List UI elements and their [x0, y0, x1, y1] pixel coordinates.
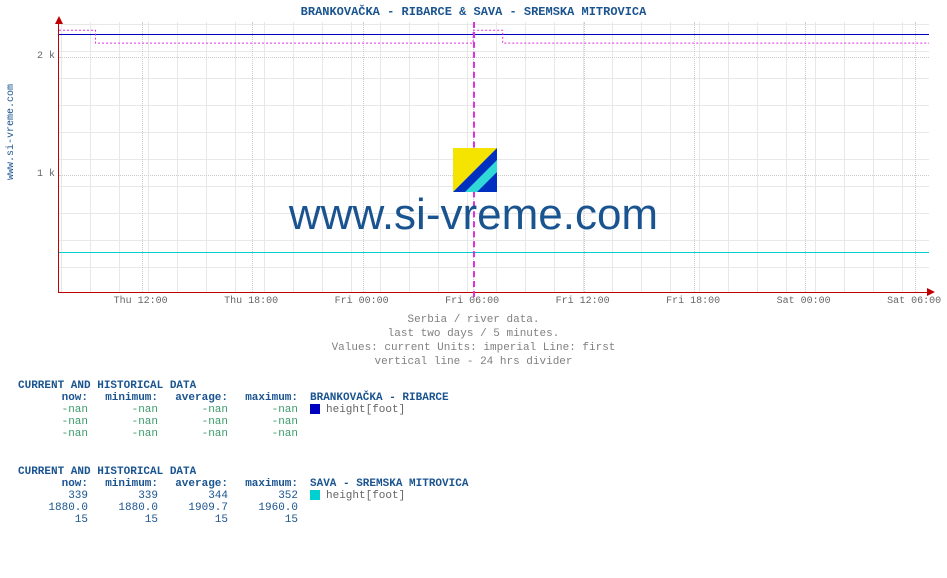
col-header: now:: [18, 478, 88, 490]
subtitle-line: vertical line - 24 hrs divider: [0, 355, 947, 369]
table-cell: 1960.0: [228, 502, 298, 514]
col-header: average:: [158, 392, 228, 404]
table-cell: 339: [18, 490, 88, 502]
table-cell: -nan: [18, 404, 88, 416]
table-row: 339339344352height[foot]: [18, 490, 468, 502]
legend-swatch-icon: [310, 404, 320, 414]
series-name: SAVA - SREMSKA MITROVICA: [310, 478, 468, 490]
table-cell: -nan: [18, 428, 88, 440]
x-tick-label: Fri 18:00: [666, 296, 720, 307]
y-axis-label: www.si-vreme.com: [6, 84, 17, 180]
subtitle-line: Values: current Units: imperial Line: fi…: [0, 341, 947, 355]
col-header: maximum:: [228, 478, 298, 490]
table-cell: -nan: [228, 428, 298, 440]
table-cell: 1909.7: [158, 502, 228, 514]
col-header: average:: [158, 478, 228, 490]
x-tick-label: Sat 06:00: [887, 296, 941, 307]
table-cell: 352: [228, 490, 298, 502]
x-tick-label: Thu 18:00: [224, 296, 278, 307]
table-row: 1880.01880.01909.71960.0: [18, 502, 468, 514]
data-table: CURRENT AND HISTORICAL DATAnow:minimum:a…: [18, 380, 449, 440]
table-cell: 339: [88, 490, 158, 502]
table-header-row: now:minimum:average:maximum: BRANKOVAČKA …: [18, 392, 449, 404]
table-cell: 1880.0: [18, 502, 88, 514]
table-cell: -nan: [88, 416, 158, 428]
table-title: CURRENT AND HISTORICAL DATA: [18, 380, 449, 392]
x-tick-label: Sat 00:00: [777, 296, 831, 307]
table-cell: 15: [18, 514, 88, 526]
legend-swatch-icon: [310, 490, 320, 500]
col-header: now:: [18, 392, 88, 404]
table-cell: 15: [88, 514, 158, 526]
table-header-row: now:minimum:average:maximum: SAVA - SREMS…: [18, 478, 468, 490]
series-name: BRANKOVAČKA - RIBARCE: [310, 392, 449, 404]
x-tick-label: Fri 00:00: [335, 296, 389, 307]
x-tick-label: Fri 12:00: [556, 296, 610, 307]
table-cell: -nan: [158, 416, 228, 428]
table-cell: 1880.0: [88, 502, 158, 514]
legend-label: height[foot]: [326, 404, 405, 416]
table-cell: -nan: [18, 416, 88, 428]
chart-title: BRANKOVAČKA - RIBARCE & SAVA - SREMSKA M…: [0, 5, 947, 19]
col-header: maximum:: [228, 392, 298, 404]
x-tick-label: Fri 06:00: [445, 296, 499, 307]
table-row: 15151515: [18, 514, 468, 526]
table-cell: -nan: [228, 416, 298, 428]
legend-label: height[foot]: [326, 490, 405, 502]
y-tick-label: 2 k: [5, 51, 55, 62]
col-header: minimum:: [88, 478, 158, 490]
watermark-logo-icon: [453, 148, 497, 192]
data-table: CURRENT AND HISTORICAL DATAnow:minimum:a…: [18, 466, 468, 526]
table-cell: -nan: [88, 428, 158, 440]
table-cell: -nan: [88, 404, 158, 416]
table-row: -nan-nan-nan-nan: [18, 416, 449, 428]
table-cell: -nan: [158, 428, 228, 440]
table-title: CURRENT AND HISTORICAL DATA: [18, 466, 468, 478]
table-cell: 344: [158, 490, 228, 502]
table-row: -nan-nan-nan-nan: [18, 428, 449, 440]
x-tick-label: Thu 12:00: [114, 296, 168, 307]
subtitle-line: Serbia / river data.: [0, 313, 947, 327]
table-cell: 15: [228, 514, 298, 526]
table-cell: -nan: [228, 404, 298, 416]
table-cell: -nan: [158, 404, 228, 416]
y-tick-label: 1 k: [5, 169, 55, 180]
table-cell: 15: [158, 514, 228, 526]
table-row: -nan-nan-nan-nanheight[foot]: [18, 404, 449, 416]
subtitle-line: last two days / 5 minutes.: [0, 327, 947, 341]
chart-subtitle: Serbia / river data. last two days / 5 m…: [0, 313, 947, 369]
col-header: minimum:: [88, 392, 158, 404]
